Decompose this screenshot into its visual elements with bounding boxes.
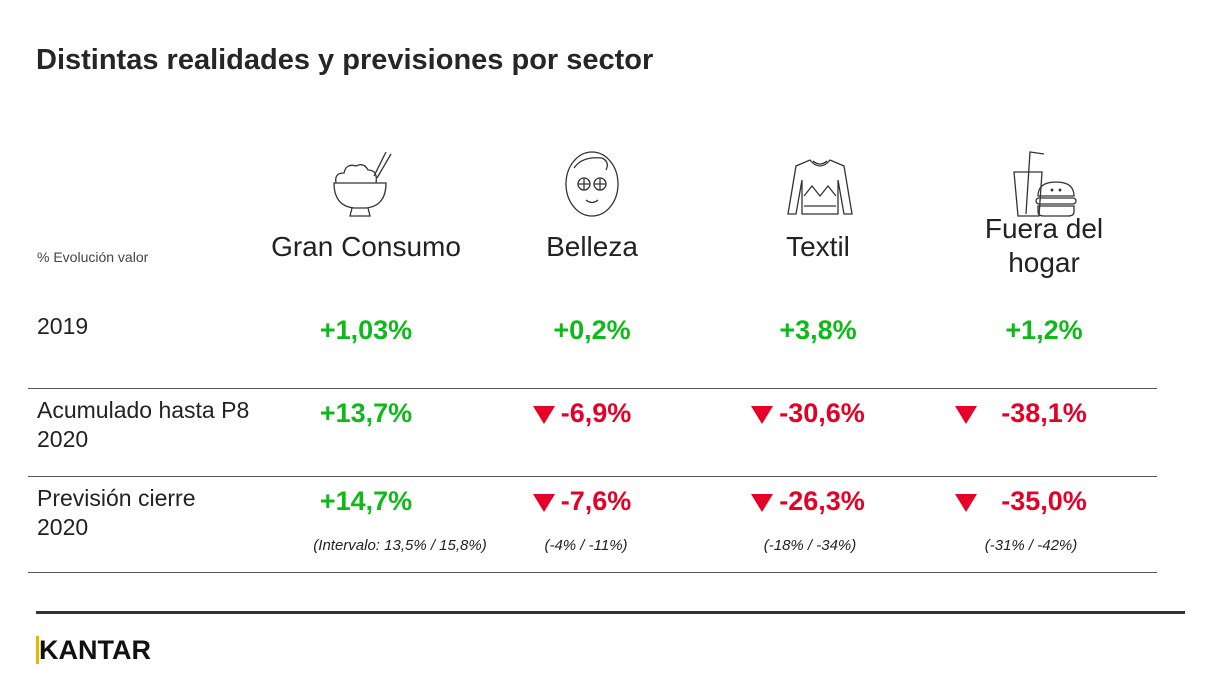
- row-divider: [28, 388, 1157, 389]
- down-triangle-icon: [751, 405, 774, 424]
- value-cell: +3,8%: [779, 315, 857, 345]
- down-triangle-icon: [532, 493, 555, 512]
- sector-header-fuera-del-hogar: Fuera del hogar: [984, 213, 1104, 278]
- value-cell: +13,7%: [319, 398, 413, 428]
- row-label-2019: 2019: [37, 313, 89, 339]
- interval-text: (-31% / -42%): [984, 537, 1078, 554]
- row-divider: [28, 476, 1157, 477]
- axis-label: % Evolución valor: [37, 249, 149, 265]
- footer-divider: [36, 611, 1185, 614]
- value-cell: +1,2%: [1005, 315, 1083, 345]
- down-triangle-icon: [955, 405, 978, 424]
- face-mask-icon: [565, 151, 619, 217]
- interval-text: (-4% / -11%): [544, 537, 628, 554]
- down-triangle-icon: [751, 493, 774, 512]
- kantar-logo: KANTAR: [36, 636, 151, 664]
- value-cell: +1,03%: [319, 315, 413, 345]
- value-cell: -26,3%: [688, 486, 928, 517]
- value-cell: +0,2%: [553, 315, 631, 345]
- value-cell: +14,7%: [319, 486, 413, 516]
- interval-text: (Intervalo: 13,5% / 15,8%): [313, 537, 487, 554]
- interval-text: (-18% / -34%): [763, 537, 857, 554]
- value-cell: -38,1%: [906, 398, 1136, 429]
- row-divider: [28, 572, 1157, 573]
- value-cell: -30,6%: [688, 398, 928, 429]
- row-label-prevision: Previsión cierre 2020: [37, 485, 196, 540]
- value-cell: -35,0%: [906, 486, 1136, 517]
- page-title: Distintas realidades y previsiones por s…: [36, 44, 654, 76]
- sector-header-gran-consumo: Gran Consumo: [271, 231, 461, 262]
- down-triangle-icon: [955, 493, 978, 512]
- sector-header-belleza: Belleza: [546, 231, 638, 262]
- row-label-acumulado: Acumulado hasta P8 2020: [37, 397, 250, 452]
- down-triangle-icon: [532, 405, 555, 424]
- fast-food-icon: [1013, 151, 1077, 217]
- value-cell: -7,6%: [462, 486, 702, 517]
- value-cell: -6,9%: [462, 398, 702, 429]
- sector-header-textil: Textil: [786, 231, 850, 262]
- sweater-icon: [787, 159, 853, 215]
- rice-bowl-icon: [333, 151, 392, 217]
